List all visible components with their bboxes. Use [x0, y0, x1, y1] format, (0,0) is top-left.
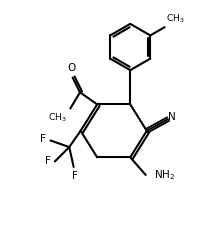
- Text: CH$_3$: CH$_3$: [48, 112, 67, 124]
- Text: NH$_2$: NH$_2$: [154, 168, 175, 182]
- Text: O: O: [67, 63, 76, 73]
- Text: F: F: [45, 156, 50, 166]
- Text: F: F: [40, 134, 46, 144]
- Text: F: F: [72, 171, 78, 181]
- Text: CH$_3$: CH$_3$: [166, 12, 184, 24]
- Text: N: N: [168, 112, 176, 122]
